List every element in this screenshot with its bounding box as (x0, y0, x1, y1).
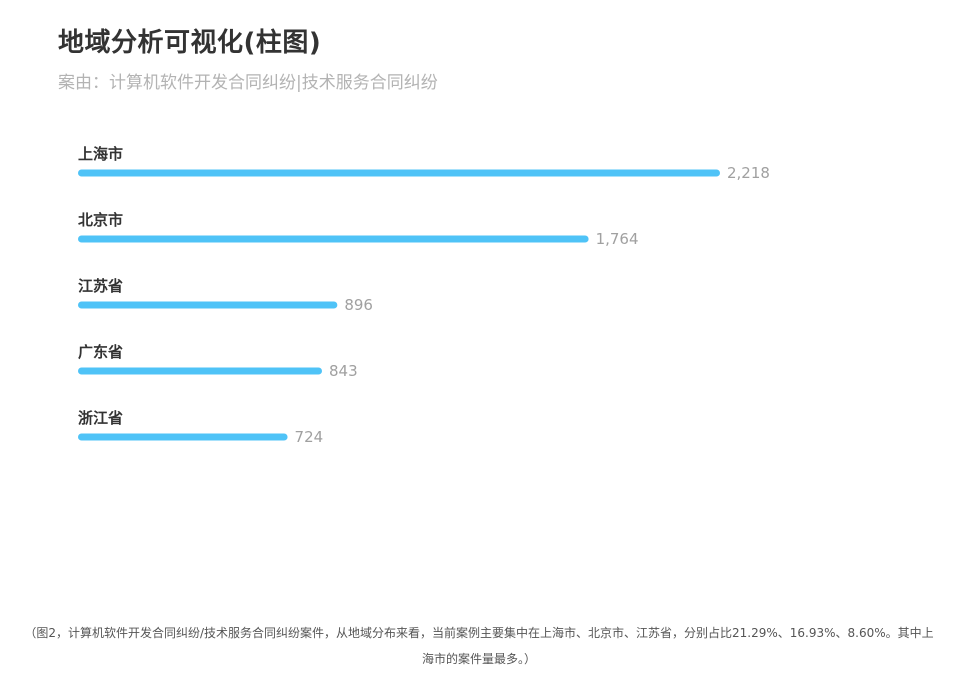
category-label: 浙江省 (78, 409, 123, 427)
value-label: 896 (344, 296, 373, 314)
bar (78, 433, 288, 441)
value-label: 2,218 (727, 164, 770, 182)
chart-subtitle: 案由：计算机软件开发合同纠纷|技术服务合同纠纷 (58, 73, 438, 93)
caption-line-2: 海市的案件量最多。） (421, 652, 536, 666)
category-label: 上海市 (78, 145, 123, 163)
bar (78, 169, 720, 177)
caption-line-1: （图2，计算机软件开发合同纠纷/技术服务合同纠纷案件，从地域分布来看，当前案例主… (24, 626, 934, 640)
category-label: 北京市 (78, 211, 123, 229)
figure-caption: （图2，计算机软件开发合同纠纷/技术服务合同纠纷案件，从地域分布来看，当前案例主… (0, 620, 958, 672)
bar (78, 301, 338, 309)
value-label: 1,764 (596, 230, 639, 248)
category-label: 江苏省 (78, 277, 123, 295)
value-label: 724 (295, 428, 324, 446)
bar (78, 367, 323, 375)
bar (78, 235, 589, 243)
chart-title: 地域分析可视化(柱图) (58, 28, 322, 58)
bar-chart: 上海市 2,218 北京市 1,764 江苏省 896 广东省 843 浙江省 724 (78, 145, 770, 446)
value-label: 843 (329, 362, 358, 380)
category-label: 广东省 (78, 343, 123, 361)
